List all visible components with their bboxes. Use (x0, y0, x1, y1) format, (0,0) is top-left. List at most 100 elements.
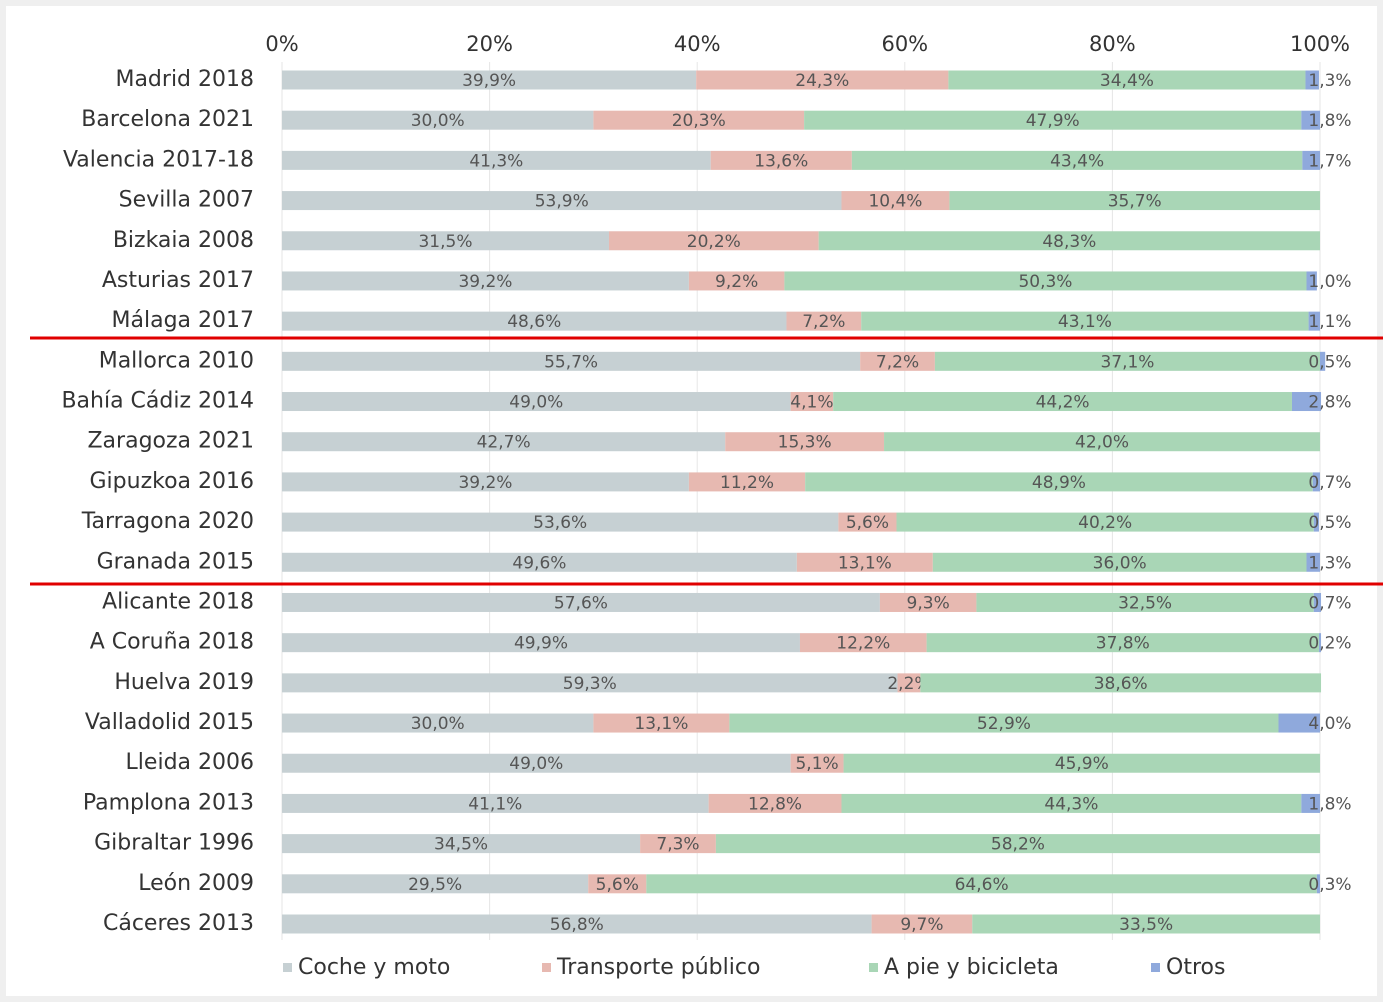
bar-segment (948, 70, 1306, 90)
category-label: Gipuzkoa 2016 (90, 469, 255, 494)
data-label: 34,5% (434, 835, 488, 855)
bar-segment (1306, 552, 1320, 572)
data-label: 47,9% (1026, 111, 1080, 131)
bar-segment (608, 231, 819, 251)
data-label: 39,9% (462, 71, 516, 91)
bar-segment (640, 834, 716, 854)
category-label: Tarragona 2020 (81, 509, 254, 534)
bar-segment (843, 753, 1320, 773)
legend-label: Otros (1166, 955, 1225, 980)
bar-segment (282, 191, 842, 211)
bar-segment (282, 713, 594, 733)
data-label: 13,1% (634, 714, 688, 734)
data-label: 53,9% (535, 192, 589, 212)
data-label: 29,5% (408, 875, 462, 895)
category-label: Bahía Cádiz 2014 (61, 389, 254, 414)
bar-segment (282, 793, 709, 813)
bar-segment (790, 753, 844, 773)
data-label: 43,4% (1050, 151, 1104, 171)
bar-segment (282, 110, 594, 130)
data-label: 1,8% (1308, 111, 1351, 131)
bar-segment (818, 231, 1320, 251)
bar-segment (879, 592, 977, 612)
data-label: 34,4% (1100, 71, 1154, 91)
category-label: León 2009 (138, 871, 254, 896)
category-label: Sevilla 2007 (119, 188, 254, 213)
x-tick-label: 80% (1089, 32, 1136, 56)
data-label: 1,1% (1308, 312, 1351, 332)
category-label: Málaga 2017 (112, 308, 254, 333)
bar-segment (976, 592, 1314, 612)
legend-swatch (869, 963, 878, 972)
data-label: 5,6% (596, 875, 639, 895)
data-label: 4,1% (790, 393, 833, 413)
data-label: 2,2% (887, 674, 930, 694)
data-label: 20,2% (687, 232, 741, 252)
bar-segment (1291, 392, 1322, 412)
data-label: 0,2% (1308, 634, 1351, 654)
panel (6, 6, 1377, 996)
data-label: 0,7% (1308, 473, 1351, 493)
bar-segment (861, 311, 1309, 331)
bar-segment (1312, 472, 1320, 492)
data-label: 52,9% (977, 714, 1031, 734)
data-label: 30,0% (411, 111, 465, 131)
data-label: 31,5% (418, 232, 472, 252)
data-label: 33,5% (1119, 915, 1173, 935)
bar-segment (282, 271, 689, 291)
data-label: 1,3% (1308, 71, 1351, 91)
legend-swatch (1151, 963, 1160, 972)
bar-segment (799, 633, 927, 653)
bar-segment (282, 150, 711, 170)
bar-segment (1301, 110, 1320, 130)
data-label: 12,2% (836, 634, 890, 654)
data-label: 10,4% (868, 192, 922, 212)
data-label: 58,2% (991, 835, 1045, 855)
bar-segment (1278, 713, 1320, 733)
data-label: 9,7% (900, 915, 943, 935)
data-label: 5,1% (795, 754, 838, 774)
bar-segment (1301, 793, 1320, 813)
data-label: 43,1% (1058, 312, 1112, 332)
bar-segment (833, 392, 1292, 412)
data-label: 2,8% (1308, 393, 1351, 413)
data-label: 0,3% (1308, 875, 1351, 895)
data-label: 20,3% (672, 111, 726, 131)
data-label: 45,9% (1055, 754, 1109, 774)
data-label: 48,9% (1032, 473, 1086, 493)
bar-segment (282, 70, 697, 90)
bar-segment (282, 311, 787, 331)
data-label: 1,8% (1308, 794, 1351, 814)
bar-segment (729, 713, 1279, 733)
legend-label: Transporte público (556, 955, 760, 980)
x-tick-label: 40% (674, 32, 721, 56)
x-tick-label: 100% (1290, 32, 1350, 56)
bar-segment (282, 512, 839, 532)
bar-segment (934, 351, 1320, 371)
bar-segment (282, 231, 609, 251)
bar-segment (796, 552, 933, 572)
data-label: 1,7% (1308, 151, 1351, 171)
bar-segment (282, 552, 797, 572)
bar-segment (696, 70, 949, 90)
data-label: 32,5% (1118, 593, 1172, 613)
data-label: 37,8% (1096, 634, 1150, 654)
bar-segment (838, 512, 897, 532)
data-label: 42,0% (1075, 433, 1129, 453)
data-label: 13,1% (838, 553, 892, 573)
category-label: Gibraltar 1996 (94, 831, 254, 856)
bar-segment (282, 351, 861, 371)
bar-segment (688, 472, 806, 492)
bar-segment (282, 633, 800, 653)
category-label: Huelva 2019 (114, 670, 254, 695)
data-label: 30,0% (411, 714, 465, 734)
bar-segment (851, 150, 1303, 170)
bar-segment (1313, 592, 1322, 612)
category-label: Cáceres 2013 (103, 911, 254, 936)
bar-segment (1313, 512, 1319, 532)
legend-label: Coche y moto (298, 955, 450, 980)
bar-segment (1306, 271, 1317, 291)
bar-segment (804, 110, 1302, 130)
x-tick-label: 0% (265, 32, 298, 56)
